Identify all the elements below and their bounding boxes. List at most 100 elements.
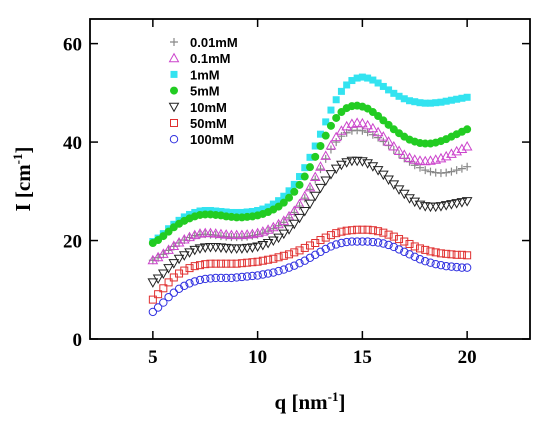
data-point	[315, 161, 326, 171]
data-point	[447, 96, 455, 104]
data-point	[254, 207, 262, 215]
data-point	[299, 207, 311, 217]
data-point	[258, 270, 268, 279]
data-point	[215, 228, 227, 239]
data-point	[384, 240, 393, 250]
data-point	[377, 131, 389, 141]
data-point	[367, 122, 379, 133]
data-point	[320, 176, 332, 186]
data-point	[290, 180, 298, 188]
data-point	[164, 292, 173, 302]
data-point	[300, 194, 309, 203]
data-point	[347, 226, 356, 235]
data-point	[432, 99, 440, 107]
data-point	[205, 227, 216, 238]
data-point	[285, 187, 293, 195]
data-point	[168, 240, 180, 250]
data-point	[220, 229, 232, 239]
data-point	[384, 230, 393, 239]
data-point	[285, 193, 294, 202]
data-point	[267, 221, 279, 232]
data-point	[232, 273, 241, 282]
data-point	[206, 274, 215, 283]
data-point	[306, 241, 314, 250]
data-point	[159, 284, 168, 293]
data-point	[273, 218, 284, 229]
data-point	[453, 95, 461, 103]
data-point	[456, 143, 468, 153]
data-point	[346, 156, 358, 167]
data-point	[205, 242, 216, 253]
data-point	[379, 239, 388, 248]
data-point	[416, 244, 424, 253]
data-point	[326, 231, 335, 240]
data-point	[332, 138, 341, 147]
data-point	[327, 106, 335, 114]
data-point	[458, 94, 466, 102]
data-point	[304, 181, 316, 192]
data-point	[321, 233, 330, 242]
data-point	[227, 208, 235, 216]
data-point	[280, 192, 288, 200]
data-point	[442, 249, 451, 258]
x-axis-title: q [nm-1]	[275, 389, 346, 414]
series-10mM	[147, 156, 473, 288]
legend-marker	[170, 119, 178, 127]
data-point	[311, 152, 320, 161]
data-point	[374, 227, 383, 236]
data-point	[294, 213, 305, 224]
data-point	[148, 307, 158, 317]
data-point	[154, 290, 163, 299]
data-point	[442, 97, 450, 105]
data-point	[362, 159, 373, 169]
data-point	[336, 160, 347, 171]
data-point	[248, 271, 257, 281]
data-point	[358, 225, 367, 234]
data-point	[342, 226, 351, 235]
data-point	[247, 243, 258, 253]
data-point	[295, 180, 304, 189]
data-point	[320, 150, 332, 160]
y-tick-label: 0	[73, 330, 83, 351]
data-point	[393, 145, 405, 155]
data-point	[288, 219, 300, 230]
data-point	[285, 213, 294, 222]
data-point	[325, 140, 337, 150]
data-point	[426, 258, 435, 267]
data-point	[332, 229, 341, 238]
data-point	[195, 275, 205, 285]
x-tick-label: 20	[458, 347, 477, 368]
data-point	[461, 197, 473, 207]
data-point	[163, 264, 174, 274]
legend-label: 1mM	[190, 67, 220, 82]
data-point	[226, 244, 237, 254]
legend-marker	[168, 52, 180, 63]
data-point	[316, 236, 325, 245]
data-point	[238, 208, 246, 216]
data-point	[395, 235, 404, 244]
data-point	[431, 248, 440, 257]
data-point	[152, 274, 164, 284]
data-point	[353, 74, 361, 82]
data-point	[304, 199, 316, 210]
data-point	[406, 97, 414, 105]
data-point	[368, 226, 377, 235]
data-point	[379, 228, 388, 237]
data-point	[196, 261, 204, 270]
data-point	[388, 140, 400, 151]
data-point	[190, 262, 199, 271]
data-point	[441, 261, 451, 271]
data-point	[306, 163, 314, 172]
data-point	[169, 288, 179, 297]
data-point	[147, 278, 159, 288]
data-point	[222, 259, 231, 268]
data-point	[199, 243, 211, 253]
data-point	[274, 221, 283, 230]
data-point	[363, 237, 372, 246]
data-point	[259, 205, 267, 213]
legend-label: 50mM	[190, 116, 227, 131]
data-point	[274, 253, 283, 262]
data-point	[416, 99, 424, 107]
